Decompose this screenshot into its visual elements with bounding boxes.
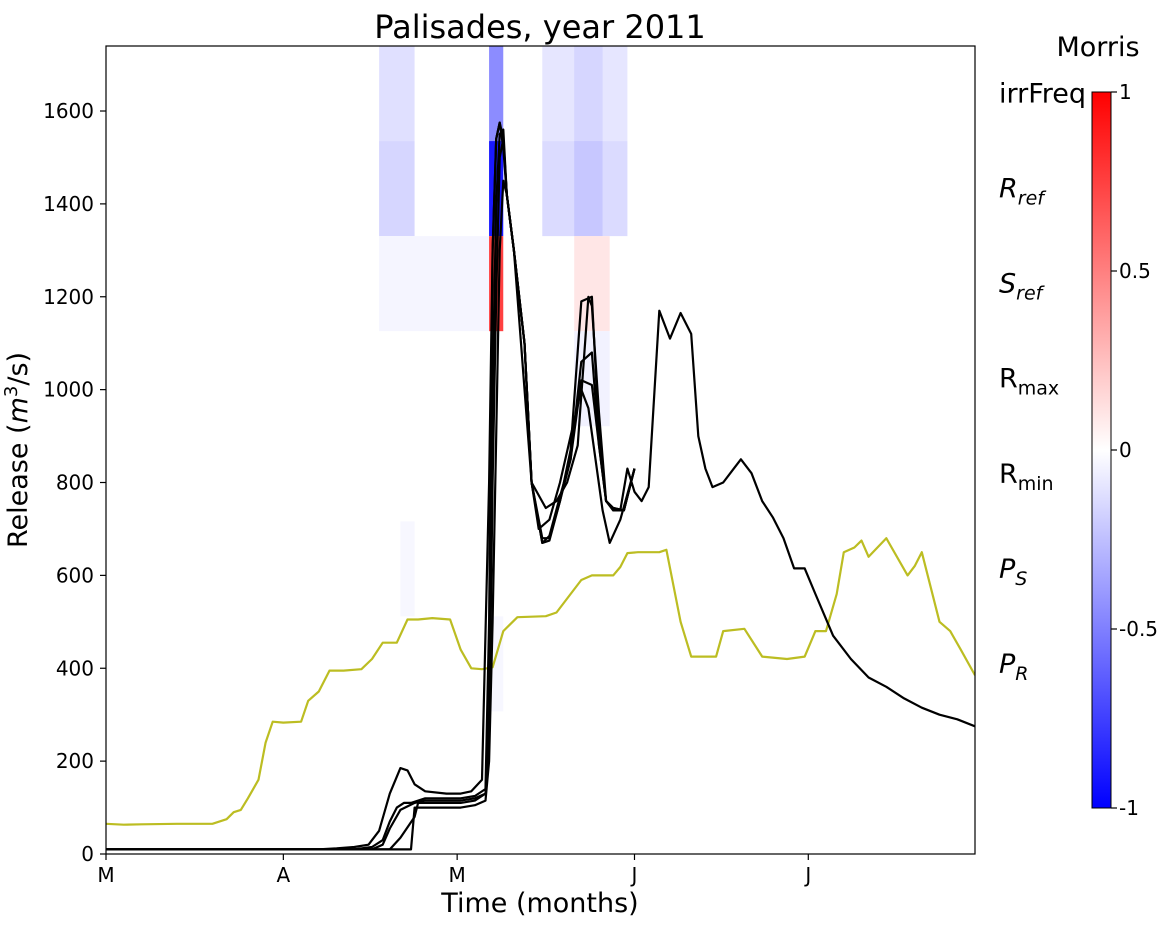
plot-frame bbox=[105, 45, 976, 855]
parameter-label-main: P bbox=[999, 554, 1016, 585]
x-axis-label: Time (months) bbox=[440, 888, 638, 919]
y-axis-label-tail: /s) bbox=[3, 352, 34, 386]
y-axis-label: Release (m3/s) bbox=[1, 352, 34, 548]
colorbar bbox=[1091, 91, 1112, 809]
y-tick-label: 400 bbox=[56, 656, 94, 680]
series-line bbox=[106, 128, 636, 851]
y-tick-label: 0 bbox=[81, 842, 94, 866]
y-tick-label: 200 bbox=[56, 749, 94, 773]
parameter-label-sub: ref bbox=[1016, 283, 1046, 305]
x-tick-label: M bbox=[449, 863, 466, 887]
series-line bbox=[106, 137, 636, 851]
parameter-label-sub: R bbox=[1015, 663, 1028, 685]
heatmap-cell bbox=[379, 141, 415, 237]
y-tick-label: 800 bbox=[56, 471, 94, 495]
parameter-label: Rref bbox=[999, 174, 1047, 210]
parameter-label-sub: min bbox=[1018, 473, 1054, 495]
heatmap-cell bbox=[574, 141, 603, 237]
colorbar-tick-label: 1 bbox=[1119, 80, 1132, 104]
y-tick-label: 1600 bbox=[43, 99, 94, 123]
parameter-label-main: R bbox=[999, 459, 1018, 490]
parameter-label-main: irrFreq bbox=[999, 79, 1086, 110]
x-tick-label: A bbox=[277, 863, 291, 887]
x-tick-label: M bbox=[97, 863, 114, 887]
heatmap-cell bbox=[379, 46, 415, 142]
parameter-label: Sref bbox=[999, 269, 1046, 305]
parameter-label-sub: max bbox=[1018, 378, 1059, 400]
colorbar-tick-label: 0.5 bbox=[1119, 259, 1151, 283]
parameter-label-sub: S bbox=[1015, 568, 1027, 590]
series-line bbox=[106, 121, 975, 851]
heatmap-cell bbox=[489, 46, 504, 142]
chart-title: Palisades, year 2011 bbox=[374, 8, 706, 46]
colorbar-ticks: 1 0.5 0 -0.5 -1 bbox=[1111, 80, 1158, 820]
parameter-label-main: R bbox=[999, 364, 1018, 395]
x-tick-label: J bbox=[803, 863, 811, 887]
colorbar-tick-label: 0 bbox=[1119, 438, 1132, 462]
parameter-label: irrFreq bbox=[999, 79, 1086, 110]
y-tick-label: 1000 bbox=[43, 378, 94, 402]
heatmap-cell bbox=[400, 521, 415, 617]
y-axis: 0 200 400 600 800 1000 1200 1400 1600 bbox=[43, 99, 106, 866]
parameter-label-main: R bbox=[999, 174, 1018, 205]
y-tick-label: 1200 bbox=[43, 285, 94, 309]
y-axis-label-base: Release ( bbox=[3, 423, 34, 548]
parameter-label-sub: ref bbox=[1018, 188, 1048, 210]
colorbar-tick-label: -1 bbox=[1119, 796, 1139, 820]
heatmap-cell bbox=[574, 46, 603, 142]
parameter-label: Rmin bbox=[999, 459, 1054, 495]
colorbar-title: Morris bbox=[1056, 32, 1139, 63]
heatmap-cell bbox=[379, 236, 490, 332]
parameter-label: PR bbox=[999, 649, 1029, 685]
y-tick-label: 1400 bbox=[43, 192, 94, 216]
series-line bbox=[106, 179, 636, 851]
y-axis-label-sup: 3 bbox=[1, 386, 22, 397]
series-line bbox=[106, 537, 975, 826]
y-axis-label-m: m bbox=[3, 397, 34, 423]
colorbar-tick-label: -0.5 bbox=[1119, 617, 1158, 641]
y-tick-label: 600 bbox=[56, 563, 94, 587]
parameter-label: PS bbox=[999, 554, 1027, 590]
parameter-label-main: S bbox=[999, 269, 1016, 300]
series-lines bbox=[106, 121, 975, 851]
x-tick-label: J bbox=[630, 863, 638, 887]
parameter-label-main: P bbox=[999, 649, 1016, 680]
parameter-label: Rmax bbox=[999, 364, 1059, 400]
